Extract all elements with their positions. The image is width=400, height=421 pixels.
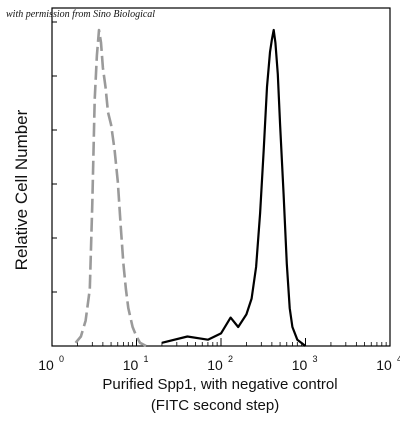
x-tick-exponent: 2 <box>228 354 233 364</box>
x-axis-ticks <box>51 338 391 346</box>
sample-histogram-line <box>161 28 307 347</box>
y-axis-ticks <box>52 21 57 293</box>
x-tick-exponent: 1 <box>144 354 149 364</box>
x-axis-label-line2: (FITC second step) <box>151 397 279 414</box>
x-tick-label: 10 <box>292 357 308 373</box>
x-tick-exponent: 3 <box>313 354 318 364</box>
x-axis-label-line1: Purified Spp1, with negative control <box>102 376 337 393</box>
y-axis-label: Relative Cell Number <box>12 109 31 270</box>
plot-area <box>51 7 391 348</box>
x-tick-label: 10 <box>38 357 54 373</box>
x-tick-exponent: 4 <box>397 354 400 364</box>
watermark-text: with permission from Sino Biological <box>6 9 155 20</box>
x-tick-exponent: 0 <box>59 354 64 364</box>
x-tick-labels: 10 0 10 1 10 2 10 3 10 4 <box>38 354 400 373</box>
control-histogram-line <box>74 28 147 348</box>
x-tick-label: 10 <box>123 357 139 373</box>
x-tick-label: 10 <box>207 357 223 373</box>
x-tick-label: 10 <box>376 357 392 373</box>
